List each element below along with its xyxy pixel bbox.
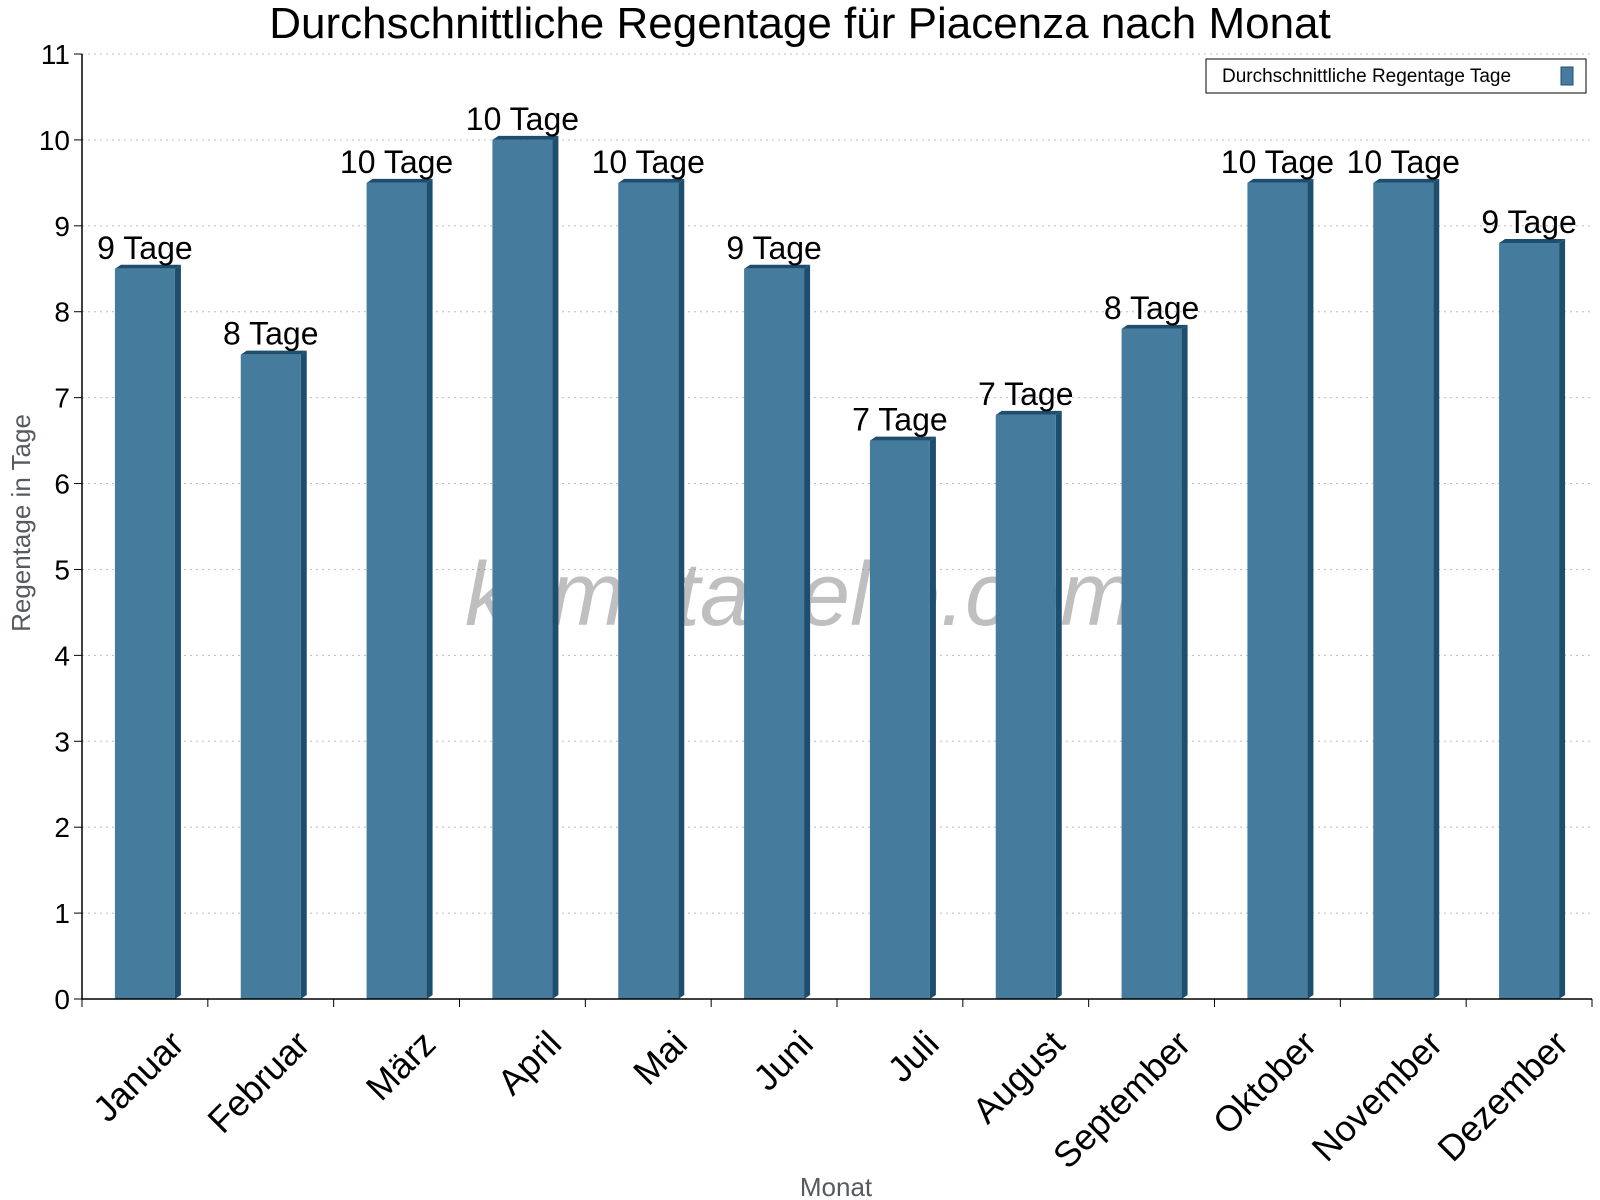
bar-value-label-7: 7 Tage bbox=[978, 376, 1074, 412]
bar-side-0 bbox=[174, 264, 181, 1000]
y-tick-label-10: 10 bbox=[39, 125, 70, 156]
y-tick-label-3: 3 bbox=[54, 726, 70, 757]
x-tick-label-10: November bbox=[1304, 1023, 1450, 1169]
bar-4 bbox=[618, 182, 679, 999]
bar-3 bbox=[492, 139, 553, 1000]
bar-top-11 bbox=[1499, 239, 1566, 243]
bar-side-7 bbox=[1055, 410, 1062, 999]
bar-value-label-4: 10 Tage bbox=[592, 144, 705, 180]
bar-side-4 bbox=[678, 178, 685, 999]
bar-side-5 bbox=[804, 264, 811, 1000]
bar-1 bbox=[240, 354, 301, 999]
x-tick-label-6: Juli bbox=[879, 1023, 946, 1090]
bar-top-3 bbox=[492, 135, 559, 140]
bar-top-10 bbox=[1373, 178, 1440, 183]
x-tick-label-0: Januar bbox=[85, 1023, 192, 1130]
y-tick-label-11: 11 bbox=[41, 39, 70, 70]
bar-side-9 bbox=[1307, 178, 1314, 999]
bar-top-9 bbox=[1247, 178, 1314, 183]
bar-value-label-10: 10 Tage bbox=[1347, 144, 1460, 180]
bar-8 bbox=[1121, 328, 1182, 1000]
gridlines bbox=[82, 53, 1592, 914]
bar-top-0 bbox=[114, 264, 181, 269]
bar-side-3 bbox=[552, 135, 559, 1000]
bar-side-2 bbox=[426, 178, 433, 999]
bar-value-label-2: 10 Tage bbox=[340, 144, 453, 180]
bar-value-label-3: 10 Tage bbox=[466, 101, 579, 137]
y-tick-label-7: 7 bbox=[54, 383, 70, 414]
y-tick-label-5: 5 bbox=[54, 554, 70, 585]
y-tick-label-9: 9 bbox=[54, 211, 70, 242]
bar-value-label-11: 9 Tage bbox=[1481, 204, 1577, 240]
x-tick-label-5: Juni bbox=[745, 1023, 821, 1099]
bar-value-label-1: 8 Tage bbox=[223, 316, 319, 352]
bar-9 bbox=[1247, 182, 1308, 999]
chart-title: Durchschnittliche Regentage für Piacenza… bbox=[269, 0, 1331, 48]
bar-6 bbox=[869, 440, 930, 999]
bar-top-7 bbox=[995, 410, 1062, 415]
bar-value-label-5: 9 Tage bbox=[726, 230, 822, 266]
x-tick-label-2: März bbox=[358, 1023, 444, 1109]
y-axis-ticks: 0 1 2 3 4 5 6 7 8 9 10 11 bbox=[39, 39, 82, 1015]
y-tick-label-6: 6 bbox=[54, 469, 70, 500]
y-tick-label-0: 0 bbox=[54, 984, 70, 1015]
x-axis-label: Monat bbox=[800, 1172, 873, 1200]
bar-value-label-9: 10 Tage bbox=[1221, 144, 1334, 180]
bar-top-5 bbox=[744, 264, 811, 269]
x-tick-label-9: Oktober bbox=[1205, 1023, 1325, 1143]
x-tick-label-4: Mai bbox=[625, 1023, 695, 1093]
legend: Durchschnittliche Regentage Tage bbox=[1205, 58, 1587, 94]
bar-top-2 bbox=[366, 178, 433, 183]
legend-box bbox=[1205, 58, 1587, 94]
bar-side-6 bbox=[929, 436, 936, 999]
x-tick-label-7: August bbox=[964, 1023, 1072, 1131]
y-tick-label-4: 4 bbox=[54, 640, 70, 671]
bar-value-label-8: 8 Tage bbox=[1104, 290, 1200, 326]
bar-11 bbox=[1499, 243, 1560, 999]
x-tick-label-3: April bbox=[489, 1023, 569, 1103]
bar-top-4 bbox=[618, 178, 685, 183]
y-tick-label-1: 1 bbox=[54, 898, 70, 929]
bar-side-10 bbox=[1433, 178, 1440, 999]
bar-0 bbox=[114, 268, 175, 1000]
bar-10 bbox=[1373, 182, 1434, 999]
y-tick-label-8: 8 bbox=[54, 297, 70, 328]
x-tick-label-11: Dezember bbox=[1429, 1023, 1575, 1169]
x-tick-label-1: Februar bbox=[199, 1023, 317, 1141]
bar-top-6 bbox=[869, 436, 936, 441]
bar-value-label-6: 7 Tage bbox=[852, 402, 948, 438]
bar-side-11 bbox=[1559, 239, 1566, 999]
y-axis-label: Regentage in Tage bbox=[6, 414, 36, 632]
bar-5 bbox=[744, 268, 805, 1000]
bar-side-1 bbox=[300, 350, 307, 999]
legend-swatch bbox=[1560, 66, 1574, 86]
x-tick-label-8: September bbox=[1045, 1023, 1199, 1177]
bar-side-8 bbox=[1181, 324, 1188, 1000]
y-tick-label-2: 2 bbox=[54, 812, 70, 843]
x-axis-ticks: Januar Februar März April Mai Juni Juli AugustS… bbox=[81, 999, 1593, 1177]
bar-top-8 bbox=[1121, 324, 1188, 329]
bar-2 bbox=[366, 182, 427, 999]
bar-7 bbox=[995, 414, 1056, 999]
bar-top-1 bbox=[240, 350, 307, 355]
bar-value-label-0: 9 Tage bbox=[97, 230, 193, 266]
axes bbox=[81, 54, 1592, 1000]
bar-series: 9 Tage 8 Tage 10 Tage 10 Tage 10 Tage 9 Tage 7… bbox=[97, 101, 1577, 1000]
legend-label: Durchschnittliche Regentage Tage bbox=[1222, 66, 1511, 87]
